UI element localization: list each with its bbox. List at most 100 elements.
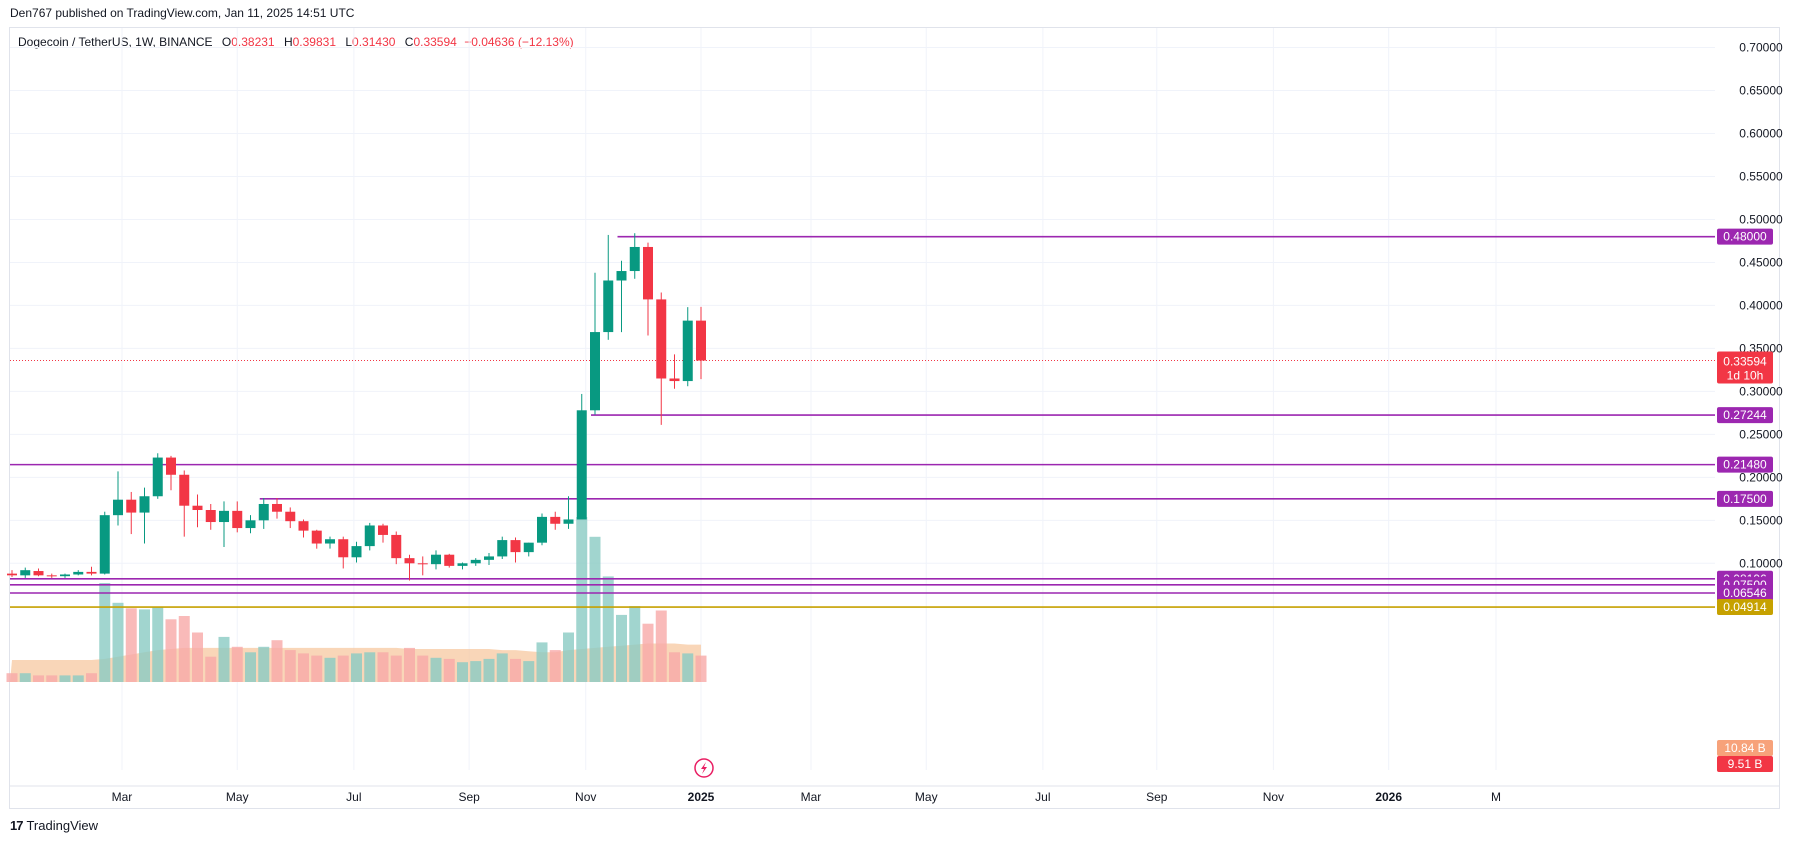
lightning-icon-bolt bbox=[701, 762, 707, 774]
change-value: −0.04636 (−12.13%) bbox=[464, 35, 574, 49]
volume-bar bbox=[523, 661, 535, 682]
volume-bar bbox=[192, 632, 203, 682]
countdown-tag: 1d 10h bbox=[1727, 368, 1764, 382]
volume-bar bbox=[205, 656, 217, 682]
volume-bar bbox=[19, 673, 31, 682]
candle-body bbox=[444, 554, 455, 566]
volume-bar bbox=[642, 623, 654, 682]
candle-body bbox=[629, 246, 640, 272]
tradingview-logo-icon: 17 bbox=[10, 818, 24, 833]
candle-body bbox=[576, 410, 587, 520]
low-value: 0.31430 bbox=[352, 35, 396, 49]
volume-bar bbox=[470, 661, 482, 682]
volume-bar bbox=[311, 655, 323, 682]
candle-body bbox=[219, 510, 229, 523]
time-tick-label: May bbox=[226, 790, 249, 804]
time-tick-label: Mar bbox=[801, 790, 822, 804]
candle-body bbox=[60, 574, 70, 577]
time-tick-label: Jul bbox=[1035, 790, 1050, 804]
volume-bar bbox=[245, 652, 256, 682]
candle-body bbox=[497, 540, 508, 557]
high-label: H bbox=[283, 35, 293, 49]
candle-body bbox=[603, 280, 614, 333]
volume-bar bbox=[86, 673, 97, 682]
current-price-tag: 0.33594 bbox=[1723, 354, 1767, 368]
volume-bar bbox=[549, 650, 561, 682]
level-tag: 0.04914 bbox=[1723, 600, 1767, 614]
candle-body bbox=[351, 546, 362, 558]
candle-body bbox=[364, 525, 375, 547]
candle-body bbox=[46, 575, 57, 577]
tradingview-logo[interactable]: 17 TradingView bbox=[10, 818, 98, 833]
volume-bar bbox=[510, 658, 521, 682]
volume-bars bbox=[6, 517, 707, 682]
grid-lines bbox=[10, 28, 1780, 787]
volume-bar bbox=[271, 640, 283, 682]
symbol-title[interactable]: Dogecoin / TetherUS, 1W, BINANCE bbox=[18, 35, 213, 49]
time-tick-label: Jul bbox=[346, 790, 361, 804]
volume-bar bbox=[563, 632, 574, 682]
candle-body bbox=[431, 554, 441, 565]
high-value: 0.39831 bbox=[292, 35, 337, 49]
volume-bar bbox=[46, 675, 58, 682]
time-tick-label: Mar bbox=[112, 790, 133, 804]
candle-body bbox=[616, 271, 627, 281]
level-tag-bg bbox=[1717, 456, 1773, 473]
volume-bar bbox=[576, 517, 588, 682]
price-tick-label: 0.10000 bbox=[1739, 556, 1783, 570]
candle-body bbox=[470, 559, 481, 564]
volume-bar bbox=[231, 646, 243, 682]
volume-bar bbox=[218, 636, 230, 682]
candle-body bbox=[510, 540, 521, 553]
volume-bar bbox=[139, 609, 150, 682]
candle-body bbox=[7, 573, 17, 576]
price-tick-label: 0.50000 bbox=[1739, 212, 1783, 226]
candle-body bbox=[484, 556, 494, 560]
candle-body bbox=[20, 570, 31, 576]
candle-body bbox=[417, 563, 428, 565]
volume-bar bbox=[72, 675, 84, 682]
volume-bar bbox=[6, 673, 18, 682]
volume-bar bbox=[324, 657, 336, 682]
lightning-icon[interactable] bbox=[694, 758, 714, 778]
candle-body bbox=[179, 474, 190, 506]
level-tag-bg bbox=[1717, 407, 1773, 424]
volume-bar bbox=[337, 655, 349, 682]
volume-bar bbox=[669, 652, 680, 682]
volume-bar bbox=[695, 655, 707, 682]
open-value: 0.38231 bbox=[231, 35, 275, 49]
candle-body bbox=[325, 539, 335, 544]
price-axis: 0.70000 0.65000 0.60000 0.55000 0.50000 0.450… bbox=[1739, 41, 1783, 571]
candle-body bbox=[33, 571, 44, 576]
time-tick-label: May bbox=[915, 790, 938, 804]
candle-body bbox=[139, 496, 150, 513]
candle-body bbox=[696, 320, 706, 361]
volume-bar bbox=[33, 675, 44, 682]
candle-body bbox=[73, 571, 84, 575]
price-tick-label: 0.40000 bbox=[1739, 298, 1783, 312]
candle-body bbox=[192, 505, 203, 511]
volume-bar bbox=[602, 576, 614, 682]
candle-body bbox=[298, 521, 309, 531]
volume-bar bbox=[483, 658, 495, 682]
price-tick-label: 0.70000 bbox=[1739, 41, 1783, 55]
volume-bar bbox=[112, 602, 124, 682]
level-tag-bg bbox=[1717, 599, 1773, 616]
level-tag: 0.48000 bbox=[1723, 230, 1767, 244]
price-tick-label: 0.30000 bbox=[1739, 384, 1783, 398]
volume-bar bbox=[152, 607, 164, 682]
symbol-legend[interactable]: Dogecoin / TetherUS, 1W, BINANCE O0.3823… bbox=[18, 35, 574, 49]
tradingview-logo-text: TradingView bbox=[26, 818, 99, 833]
price-tags: 0.480000.272440.214800.175000.081960.075… bbox=[1717, 228, 1773, 772]
volume-bar bbox=[682, 653, 694, 682]
volume-bar bbox=[390, 655, 402, 682]
level-tag-bg bbox=[1717, 584, 1773, 601]
open-label: O bbox=[221, 35, 232, 49]
level-tag: 0.06546 bbox=[1723, 586, 1767, 600]
volume-bar bbox=[457, 662, 468, 682]
volume-bar bbox=[377, 652, 389, 682]
volume-tag: 10.84 B bbox=[1724, 741, 1765, 755]
candle-body bbox=[338, 539, 349, 558]
price-tick-label: 0.65000 bbox=[1739, 84, 1783, 98]
